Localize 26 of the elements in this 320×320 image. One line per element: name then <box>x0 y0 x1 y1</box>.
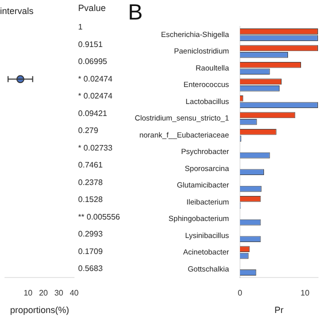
x-axis-title: Pr <box>274 305 284 316</box>
chart-title: B <box>128 0 143 24</box>
x-tick-label: 0 <box>238 288 243 298</box>
y-axis-title: Pvalue <box>78 2 106 13</box>
y-tick-label: 0.2378 <box>78 178 104 187</box>
chart-title: intervals <box>0 6 34 16</box>
x-tick-label: 10 <box>300 288 310 298</box>
y-tick-label: 0.06995 <box>78 57 108 66</box>
y-tick-label: 0.5683 <box>78 264 104 274</box>
y-tick-label: 1 <box>78 22 84 32</box>
x-axis-title: proportions(%) <box>10 305 70 316</box>
x-tick-label: 20 <box>38 288 48 298</box>
y-tick-label: * 0.02474 <box>78 92 113 101</box>
x-tick-label: 30 <box>54 288 64 298</box>
y-tick-label: 0.1528 <box>78 195 104 204</box>
x-tick-label: 10 <box>24 288 34 298</box>
y-tick-label: 0.1709 <box>78 246 104 256</box>
y-tick-label: 0.09421 <box>78 108 108 118</box>
y-tick-label: 0.279 <box>78 126 99 136</box>
y-tick-label: * 0.02733 <box>78 143 113 152</box>
x-tick-label: 40 <box>70 288 80 298</box>
y-tick-label: 0.9151 <box>78 40 104 49</box>
y-tick-label: 0.2993 <box>78 230 104 239</box>
y-tick-label: 0.7461 <box>78 160 104 170</box>
y-tick-label: ** 0.005556 <box>78 212 121 222</box>
y-tick-label: * 0.02474 <box>78 74 113 84</box>
